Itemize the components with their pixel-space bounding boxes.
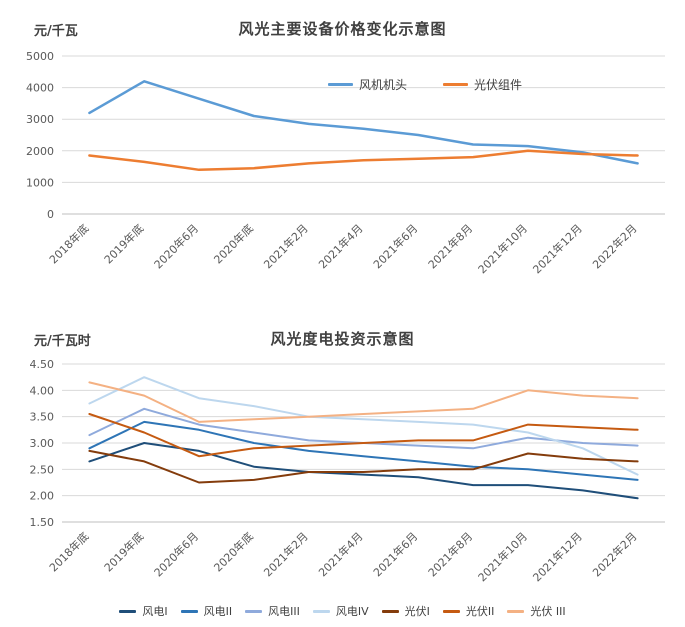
legend-label: 光伏II <box>465 605 495 618</box>
x-axis-label: 2021年4月 <box>315 221 365 271</box>
series-line-0 <box>88 80 639 165</box>
x-axis-label: 2021年8月 <box>425 529 475 579</box>
y-axis-unit-label: 元/千瓦时 <box>34 334 91 349</box>
x-axis-label: 2020年6月 <box>151 221 201 271</box>
investment-plot: 1.50 2.00 2.50 3.00 3.50 4.00 4.50 2018年底 2019年底… <box>30 358 665 584</box>
legend-line-marker <box>119 609 137 613</box>
y-tick-label: 4000 <box>26 82 54 95</box>
series-line-1 <box>88 149 639 172</box>
legend-item: 光伏 III <box>507 603 566 619</box>
x-axis-label: 2021年2月 <box>261 221 311 271</box>
series-line-3 <box>88 376 639 476</box>
legend-item: 风电III <box>245 603 300 619</box>
x-axis-label: 2019年底 <box>101 221 146 266</box>
y-tick-label: 2000 <box>26 145 54 158</box>
x-axis-label: 2020年6月 <box>151 529 201 579</box>
series-line-1 <box>88 420 639 481</box>
y-tick-label: 5000 <box>26 50 54 63</box>
legend-item: 光伏II <box>442 603 495 619</box>
y-tick-label: 3.50 <box>30 411 55 424</box>
legend-line-marker <box>180 609 198 613</box>
y-tick-label: 2.50 <box>30 463 55 476</box>
series-line-5 <box>88 413 639 458</box>
series-line-6 <box>88 381 639 423</box>
legend-item: 光伏I <box>381 603 430 619</box>
y-tick-label: 2.00 <box>30 490 55 503</box>
legend-label: 风电II <box>203 605 233 618</box>
legend: 风机机头 光伏组件 <box>328 76 522 93</box>
y-tick-label: 4.00 <box>30 384 55 397</box>
legend-line-marker <box>312 609 330 613</box>
y-tick-label: 4.50 <box>30 358 55 371</box>
x-axis-label: 2021年6月 <box>370 221 420 271</box>
x-axis-label: 2021年10月 <box>475 529 530 584</box>
y-tick-label: 3.00 <box>30 437 55 450</box>
y-tick-label: 0 <box>47 208 54 221</box>
y-axis-unit-label: 元/千瓦 <box>34 24 78 39</box>
equipment-price-plot: 0 1000 2000 3000 4000 5000 2018年底 2019年底 2020年6月… <box>26 50 665 276</box>
investment-chart: 元/千瓦时 风光度电投资示意图 1.50 2.00 2.50 3.00 3.50 4.00… <box>0 310 685 627</box>
x-axis-label: 2022年2月 <box>590 529 640 579</box>
chart-title: 风光主要设备价格变化示意图 <box>238 20 447 38</box>
x-axis-label: 2020年底 <box>211 529 256 574</box>
legend-line-marker <box>442 609 460 613</box>
legend-label: 光伏组件 <box>474 78 523 92</box>
legend-line-marker <box>507 609 525 613</box>
x-axis-label: 2021年6月 <box>370 529 420 579</box>
legend-item: 风电IV <box>312 603 369 619</box>
legend-line-marker <box>381 609 399 613</box>
legend-line-marker <box>245 609 263 613</box>
x-axis-label: 2021年12月 <box>530 221 585 276</box>
legend-item: 风电I <box>119 603 168 619</box>
x-axis-label: 2021年10月 <box>475 221 530 276</box>
x-axis-label: 2021年4月 <box>315 529 365 579</box>
x-axis-label: 2021年12月 <box>530 529 585 584</box>
legend-line-marker <box>443 83 469 86</box>
y-tick-label: 3000 <box>26 113 54 126</box>
x-axis-label: 2021年8月 <box>425 221 475 271</box>
legend-label: 风机机头 <box>359 78 408 92</box>
legend-item: 风电II <box>180 603 233 619</box>
legend-label: 风电I <box>142 605 168 618</box>
y-tick-label: 1.50 <box>30 516 55 529</box>
legend-label: 风电III <box>268 605 300 618</box>
series-line-4 <box>88 449 639 484</box>
x-axis-label: 2022年2月 <box>590 221 640 271</box>
legend: 风电I 风电II 风电III 风电IV 光伏I 光伏II 光伏 III <box>0 603 685 619</box>
x-axis-label: 2018年底 <box>46 221 91 266</box>
x-axis-label: 2018年底 <box>46 529 91 574</box>
x-axis-label: 2020年底 <box>211 221 256 266</box>
x-axis-label: 2019年底 <box>101 529 146 574</box>
legend-line-marker <box>328 83 353 86</box>
chart-title: 风光度电投资示意图 <box>270 330 415 348</box>
series-line-0 <box>88 442 639 500</box>
legend-item: 光伏组件 <box>443 76 522 93</box>
equipment-price-chart: 元/千瓦 风光主要设备价格变化示意图 0 1000 2000 3000 4000 5000… <box>0 0 685 310</box>
y-tick-label: 1000 <box>26 176 54 189</box>
x-axis-label: 2021年2月 <box>261 529 311 579</box>
legend-item: 风机机头 <box>328 76 407 93</box>
legend-label: 风电IV <box>335 605 369 618</box>
legend-label: 光伏 III <box>530 605 566 618</box>
legend-label: 光伏I <box>404 605 430 618</box>
